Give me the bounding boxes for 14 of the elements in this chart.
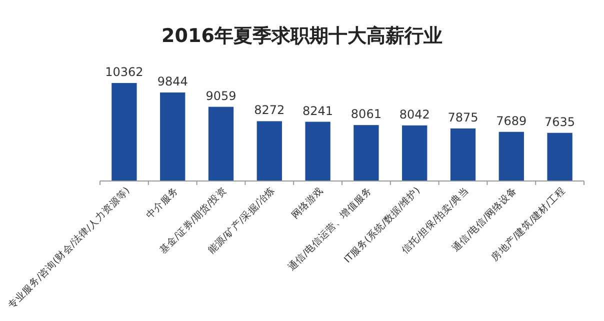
- data-label: 8272: [254, 103, 285, 118]
- data-label: 7635: [544, 114, 576, 129]
- data-label: 7689: [496, 114, 527, 128]
- data-label: 9059: [206, 88, 236, 103]
- data-label: 8241: [302, 104, 334, 118]
- data-label: 9844: [157, 74, 188, 88]
- chart-title: 2016年夏季求职期十大高薪行业: [162, 25, 442, 47]
- data-label: 8061: [350, 107, 382, 122]
- x-tick-label: 中介服务: [144, 184, 181, 222]
- data-label: 10362: [105, 65, 144, 79]
- x-tick-label: 网络游戏: [288, 184, 326, 222]
- x-tick-label: 专业服务/咨询(财会/法律/人力资源等): [6, 184, 132, 312]
- data-label: 8042: [399, 107, 430, 122]
- data-label: 7875: [448, 110, 478, 124]
